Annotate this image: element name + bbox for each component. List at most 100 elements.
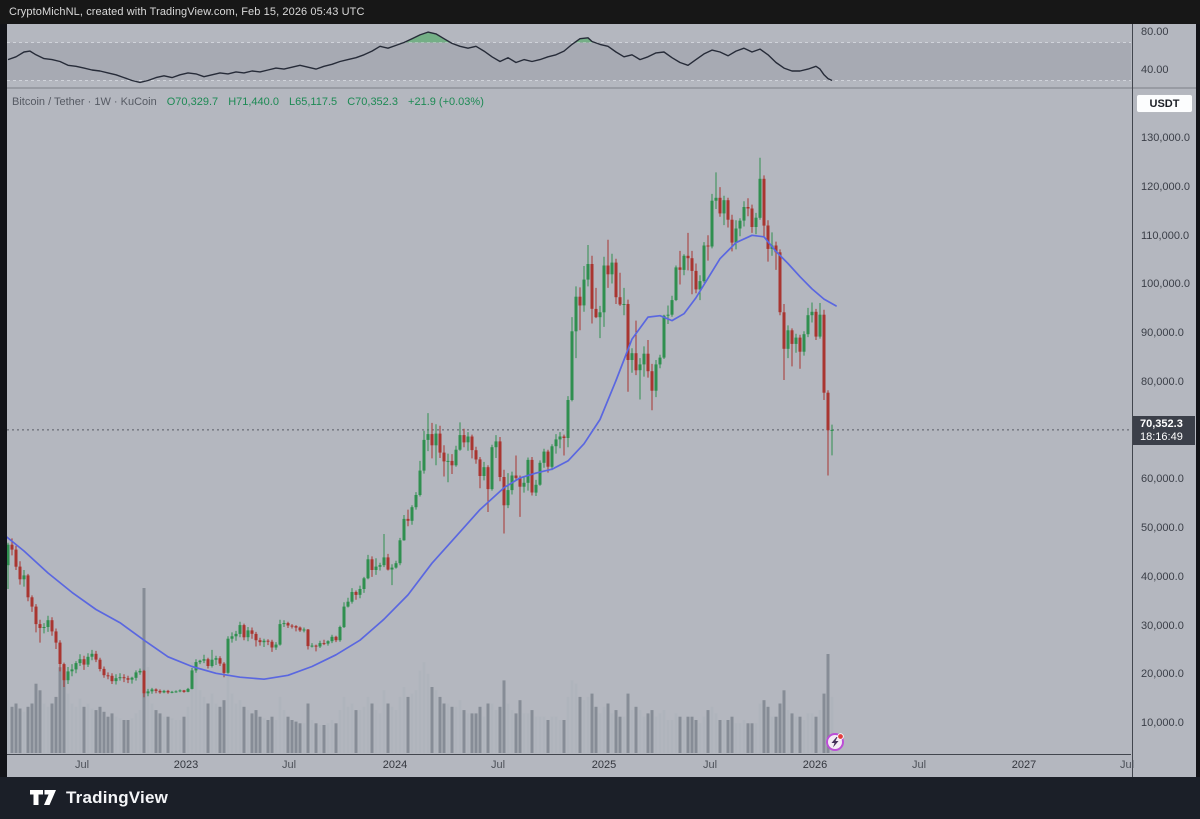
time-label-jul: Jul (1119, 759, 1135, 771)
volume-bar (250, 713, 254, 753)
candle-body (710, 200, 714, 247)
volume-bar (470, 713, 474, 753)
volume-bar (746, 723, 750, 753)
volume-bar (238, 700, 242, 753)
candle-body (170, 691, 174, 693)
volume-bar (114, 716, 118, 753)
candle-body (318, 643, 322, 647)
candle-body (218, 658, 222, 664)
price-tick: 40,000.0 (1141, 570, 1184, 583)
candle-body (578, 296, 582, 306)
candle-body (30, 597, 34, 607)
candle-body (446, 460, 450, 462)
currency-toggle-button[interactable]: USDT (1136, 94, 1193, 113)
candle-body (590, 264, 594, 309)
candle-body (702, 245, 706, 282)
volume-bar (566, 696, 570, 753)
volume-bar (726, 720, 730, 753)
volume-bar (682, 720, 686, 753)
symbol-title[interactable]: Bitcoin / Tether · 1W · KuCoin (12, 96, 157, 108)
volume-bar (458, 700, 462, 753)
time-axis[interactable]: Jul 2023 Jul 2024 Jul 2025 Jul 2026 Jul 2027 Jul (0, 755, 1200, 777)
volume-bar (606, 703, 610, 753)
volume-bar (198, 690, 202, 753)
volume-bar (674, 713, 678, 753)
volume-bar (618, 716, 622, 753)
candle-body (682, 255, 686, 270)
volume-bar (758, 703, 762, 753)
symbol-ohlc-bar: Bitcoin / Tether · 1W · KuCoin O70,329.7… (12, 96, 484, 108)
volume-bar (438, 696, 442, 753)
candle-body (50, 620, 54, 632)
candle-body (454, 449, 458, 466)
volume-bar (478, 706, 482, 753)
candle-body (350, 592, 354, 602)
attribution-bar: CryptoMichNL, created with TradingView.c… (0, 0, 1200, 24)
volume-bar (650, 710, 654, 753)
candle-body (418, 470, 422, 495)
tradingview-brand-text[interactable]: TradingView (66, 788, 169, 807)
candle-body (826, 392, 830, 431)
volume-bar (58, 667, 62, 753)
price-tick: 10,000.0 (1141, 717, 1184, 729)
volume-bar (546, 720, 550, 753)
tradingview-logo-icon[interactable] (30, 790, 57, 806)
candlestick-chart[interactable] (0, 90, 1131, 754)
candle-body (634, 353, 638, 371)
candle-body (486, 467, 490, 490)
volume-bar (202, 696, 206, 753)
candle-body (642, 353, 646, 365)
volume-bar (638, 710, 642, 753)
volume-bar (550, 716, 554, 753)
volume-bar (390, 706, 394, 753)
volume-bar (6, 700, 10, 753)
volume-bar (506, 703, 510, 753)
candle-body (14, 549, 18, 567)
volume-bar (14, 703, 18, 753)
time-label-jul: Jul (911, 759, 927, 771)
volume-bar (54, 696, 58, 753)
volume-bar (350, 703, 354, 753)
candle-body (618, 297, 622, 305)
volume-bar (346, 706, 350, 753)
volume-bar (710, 706, 714, 753)
candle-body (574, 296, 578, 332)
candle-body (462, 435, 466, 443)
footer-bar: TradingView (0, 777, 1200, 819)
candle-body (626, 304, 630, 360)
candle-body (362, 578, 366, 589)
volume-bar (686, 716, 690, 753)
oscillator-pane[interactable] (0, 24, 1131, 87)
candle-body (594, 308, 598, 318)
candle-body (250, 630, 254, 634)
candle-body (814, 311, 818, 337)
candle-body (530, 459, 534, 493)
volume-bar (578, 696, 582, 753)
volume-bar (314, 723, 318, 753)
candle-body (210, 659, 214, 666)
ohlc-open: O70,329.7 (166, 96, 219, 108)
volume-bar (42, 703, 46, 753)
volume-bar (706, 710, 710, 753)
candle-body (822, 314, 826, 393)
volume-bar (514, 713, 518, 753)
candle-body (698, 281, 702, 290)
pane-divider[interactable] (0, 87, 1196, 89)
volume-bar (630, 710, 634, 753)
candle-body (794, 337, 798, 344)
volume-bar (610, 713, 614, 753)
candle-body (58, 642, 62, 664)
candle-body (430, 434, 434, 446)
time-label-2025: 2025 (591, 759, 617, 771)
volume-bar (694, 720, 698, 753)
volume-bar (378, 713, 382, 753)
volume-bar (642, 716, 646, 753)
candle-body (386, 557, 390, 570)
volume-bar (518, 700, 522, 753)
volume-bar (542, 716, 546, 753)
candle-body (674, 267, 678, 300)
volume-bar (778, 703, 782, 753)
price-axis[interactable]: USDT 80.00 40.00 130,000.0 120,000.0 110,0… (1132, 24, 1196, 777)
lightning-event-badge-icon[interactable] (826, 733, 844, 751)
candle-body (614, 262, 618, 298)
